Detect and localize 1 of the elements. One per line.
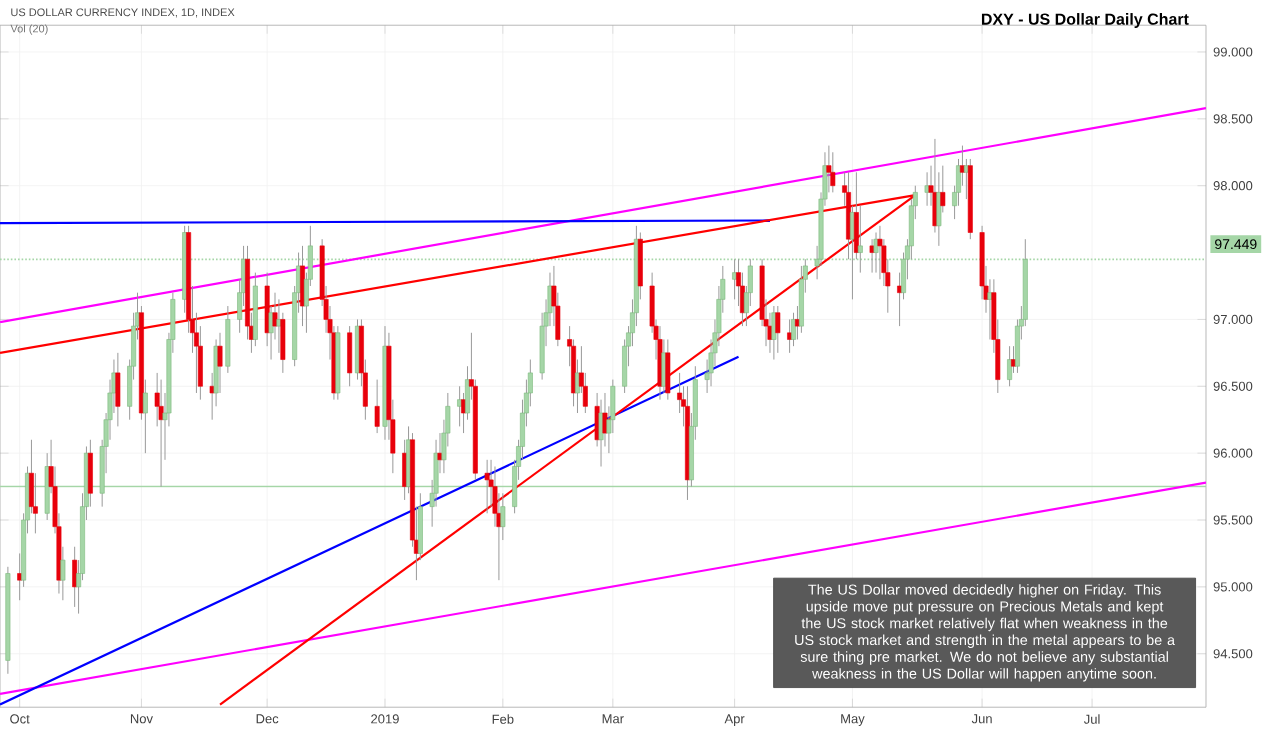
chart-title: DXY - US Dollar Daily Chart bbox=[981, 13, 1189, 28]
